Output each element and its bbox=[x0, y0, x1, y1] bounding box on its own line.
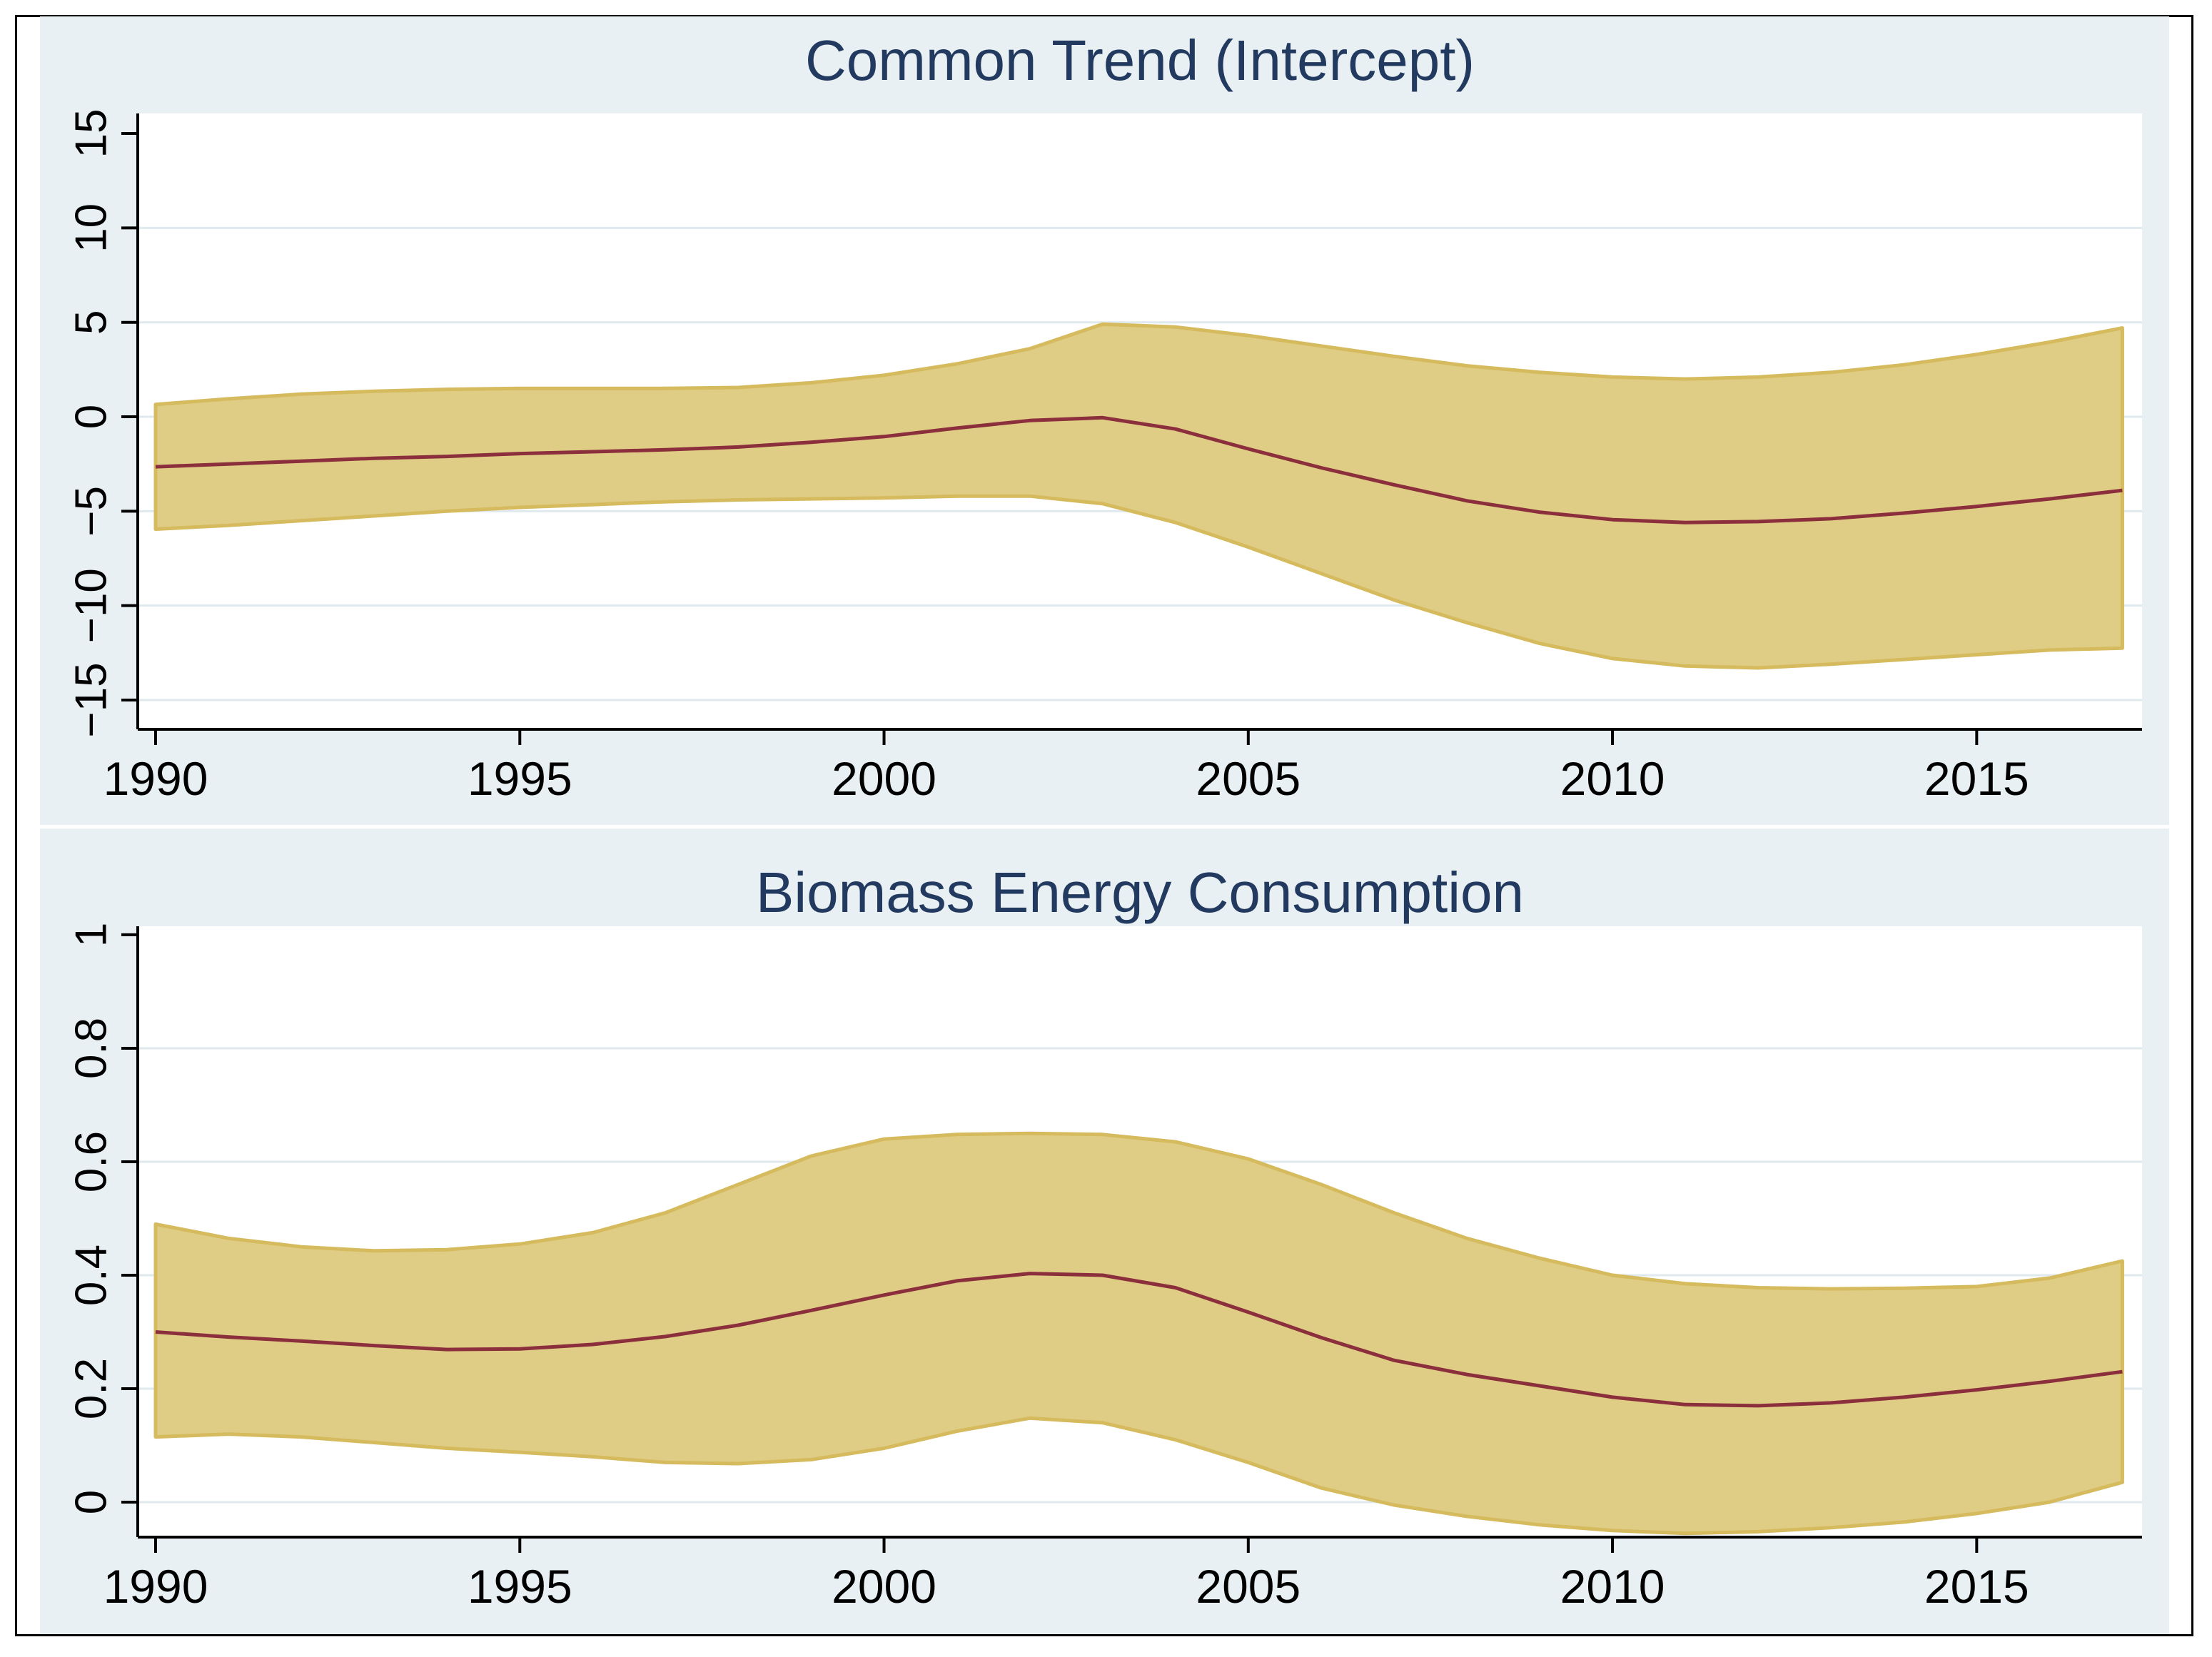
chart-title-biomass-energy: Biomass Energy Consumption bbox=[755, 861, 1525, 924]
y-tick-label: −15 bbox=[67, 662, 116, 737]
x-tick-label: 2015 bbox=[1924, 752, 2029, 805]
mean-line bbox=[155, 1272, 2123, 1408]
x-tick-label: 2005 bbox=[1196, 752, 1301, 805]
y-tick-label: 0 bbox=[67, 1490, 116, 1514]
chart-title-common-trend: Common Trend (Intercept) bbox=[804, 29, 1475, 92]
y-tick-label: 0.6 bbox=[67, 1131, 116, 1192]
y-tick-label: −5 bbox=[67, 486, 116, 537]
confidence-band bbox=[153, 322, 2124, 670]
y-tick-label: 15 bbox=[67, 109, 116, 158]
x-tick-label: 1995 bbox=[468, 752, 572, 805]
x-axis-ticks: 1990 1995 2000 2005 2010 2015 bbox=[103, 1537, 2029, 1613]
panel-biomass-energy: 1 0.8 0.6 0.4 0.2 0 1990 1995 2000 2005 2010 2015 B… bbox=[40, 828, 2169, 1634]
x-tick-label: 2010 bbox=[1560, 1560, 1665, 1613]
x-tick-label: 2005 bbox=[1196, 1560, 1301, 1613]
y-tick-label: 0.2 bbox=[67, 1358, 116, 1419]
y-axis-ticks: 15 10 5 0 −5 −10 −15 bbox=[67, 109, 138, 738]
mean-line bbox=[155, 415, 2123, 525]
y-tick-label: 0.4 bbox=[67, 1245, 116, 1306]
x-tick-label: 2015 bbox=[1924, 1560, 2029, 1613]
x-tick-label: 2010 bbox=[1560, 752, 1665, 805]
y-tick-label: 1 bbox=[67, 923, 116, 947]
y-tick-label: 10 bbox=[67, 203, 116, 253]
y-axis-ticks: 1 0.8 0.6 0.4 0.2 0 bbox=[67, 923, 138, 1514]
common-trend-plot: 15 10 5 0 −5 −10 −15 1990 1995 2000 2005 2010 2015 bbox=[67, 109, 2142, 805]
y-tick-label: −10 bbox=[67, 568, 116, 643]
confidence-band bbox=[153, 1131, 2124, 1536]
x-tick-label: 1990 bbox=[103, 1560, 208, 1613]
panel-common-trend: 15 10 5 0 −5 −10 −15 1990 1995 2000 2005 2010 2015 C… bbox=[40, 16, 2169, 825]
y-tick-label: 5 bbox=[67, 310, 116, 334]
x-tick-label: 1990 bbox=[103, 752, 208, 805]
x-tick-label: 1995 bbox=[468, 1560, 572, 1613]
x-axis-ticks: 1990 1995 2000 2005 2010 2015 bbox=[103, 729, 2029, 805]
biomass-energy-plot: 1 0.8 0.6 0.4 0.2 0 1990 1995 2000 2005 2010 2015 bbox=[67, 923, 2142, 1613]
y-tick-label: 0.8 bbox=[67, 1018, 116, 1079]
x-tick-label: 2000 bbox=[832, 752, 936, 805]
y-tick-label: 0 bbox=[67, 405, 116, 429]
x-tick-label: 2000 bbox=[832, 1560, 936, 1613]
figure-border bbox=[15, 15, 2193, 1636]
